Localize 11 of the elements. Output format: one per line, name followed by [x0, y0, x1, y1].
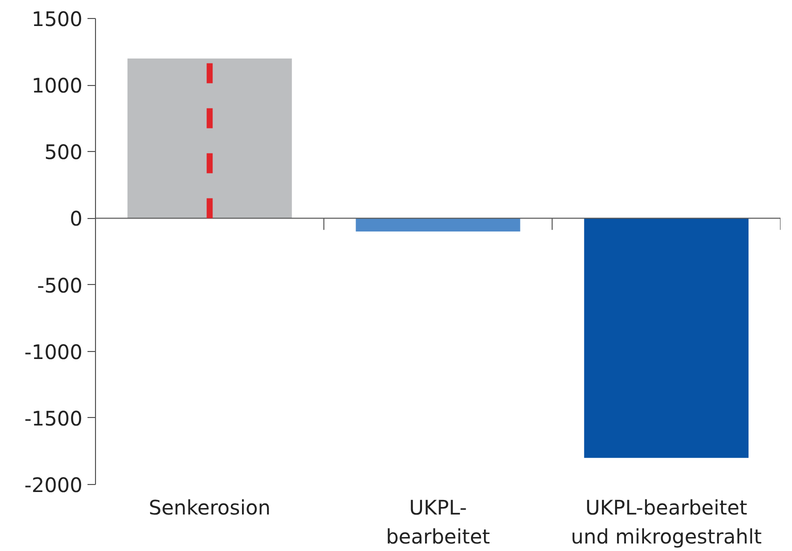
x-tick-label: Senkerosion — [148, 496, 271, 520]
y-tick-label: -500 — [37, 273, 82, 298]
y-tick-label: -2000 — [24, 473, 83, 497]
x-tick-label: UKPL- bearbeitet — [386, 496, 490, 548]
y-tick-label: -1500 — [24, 406, 83, 430]
y-tick-label: 1500 — [32, 7, 83, 31]
y-tick-label: 1000 — [32, 74, 83, 98]
y-tick-label: 0 — [70, 206, 83, 231]
y-tick-label: 500 — [44, 140, 83, 164]
x-tick-label: UKPL-bearbeitet und mikrogestrahlt — [570, 496, 762, 548]
y-tick-label: -1000 — [24, 340, 83, 364]
